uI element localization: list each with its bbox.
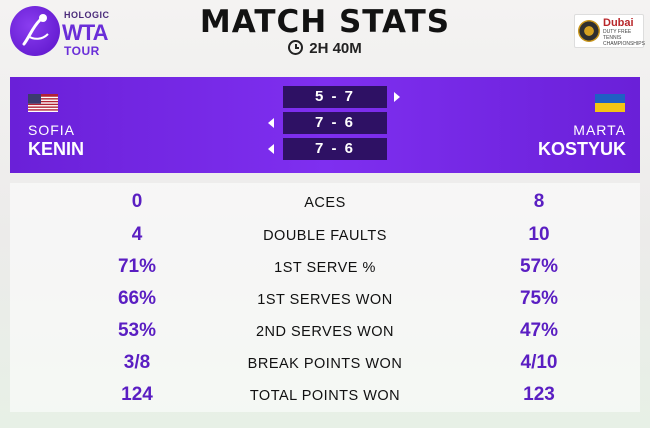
stat-right-value: 123 — [523, 384, 555, 405]
player-left-last-name: KENIN — [28, 139, 85, 159]
stat-label: 1ST SERVES WON — [257, 292, 393, 308]
set-1-winner-right-arrow-icon — [394, 92, 400, 102]
logo-wta-text: WTA — [62, 20, 108, 45]
stat-row-first-serves-won: 66% 1ST SERVES WON 75% — [10, 282, 640, 315]
stat-right-value: 4/10 — [520, 352, 558, 373]
wta-logo-icon — [10, 6, 60, 56]
sponsor-subtitle: DUTY FREE TENNIS CHAMPIONSHIPS — [603, 29, 645, 47]
wta-logo: HOLOGIC WTA TOUR — [10, 6, 130, 62]
player-right: MARTA KOSTYUK — [538, 122, 626, 160]
clock-icon — [288, 40, 304, 55]
sponsor-name: Dubai — [603, 17, 634, 29]
stat-row-double-faults: 4 DOUBLE FAULTS 10 — [10, 218, 640, 251]
set-score-2: 7 - 6 — [283, 112, 387, 134]
page-title: MATCH STATS — [199, 4, 451, 40]
stat-row-first-serve-pct: 71% 1ST SERVE % 57% — [10, 250, 640, 283]
player-right-first-name: MARTA — [573, 122, 626, 138]
stat-row-second-serves-won: 53% 2ND SERVES WON 47% — [10, 314, 640, 347]
set-2-winner-left-arrow-icon — [268, 118, 274, 128]
set-score-1: 5 - 7 — [283, 86, 387, 108]
sponsor-logo: Dubai DUTY FREE TENNIS CHAMPIONSHIPS — [574, 14, 645, 48]
score-band: SOFIA KENIN 5 - 7 7 - 6 7 - 6 MARTA KOST… — [10, 77, 640, 173]
stat-left-value: 4 — [131, 224, 143, 245]
set-score-3: 7 - 6 — [283, 138, 387, 160]
ukraine-flag-icon — [595, 94, 625, 112]
stat-right-value: 8 — [533, 191, 545, 212]
player-right-last-name: KOSTYUK — [537, 139, 626, 159]
stat-left-value: 3/8 — [123, 352, 151, 373]
match-duration: 2H 40M — [0, 40, 650, 57]
player-left-first-name: SOFIA — [28, 122, 76, 138]
stat-right-value: 75% — [519, 288, 559, 309]
stat-left-value: 124 — [121, 384, 153, 405]
duration-value: 2H 40M — [309, 40, 362, 57]
logo-brand-text: HOLOGIC — [64, 10, 110, 20]
set-3-winner-left-arrow-icon — [268, 144, 274, 154]
stat-left-value: 71% — [117, 256, 157, 277]
player-left: SOFIA KENIN — [28, 122, 84, 160]
us-flag-icon — [28, 94, 58, 112]
stat-label: BREAK POINTS WON — [247, 356, 403, 372]
stat-label: ACES — [304, 195, 346, 211]
logo-tour-text: TOUR — [64, 44, 100, 58]
stat-left-value: 0 — [131, 191, 143, 212]
stat-label: DOUBLE FAULTS — [263, 228, 387, 244]
stat-left-value: 66% — [117, 288, 157, 309]
stat-label: 1ST SERVE % — [274, 260, 376, 276]
stat-label: 2ND SERVES WON — [255, 324, 395, 340]
stat-right-value: 10 — [528, 224, 550, 245]
stat-row-break-points-won: 3/8 BREAK POINTS WON 4/10 — [10, 346, 640, 379]
sponsor-seal-icon — [578, 20, 600, 42]
stat-row-aces: 0 ACES 8 — [10, 185, 640, 218]
stats-table: 0 ACES 8 4 DOUBLE FAULTS 10 71% 1ST SERV… — [10, 183, 640, 412]
stat-right-value: 47% — [519, 320, 559, 341]
stat-left-value: 53% — [117, 320, 157, 341]
stat-row-total-points-won: 124 TOTAL POINTS WON 123 — [10, 378, 640, 411]
stat-right-value: 57% — [519, 256, 559, 277]
stat-label: TOTAL POINTS WON — [249, 388, 401, 404]
